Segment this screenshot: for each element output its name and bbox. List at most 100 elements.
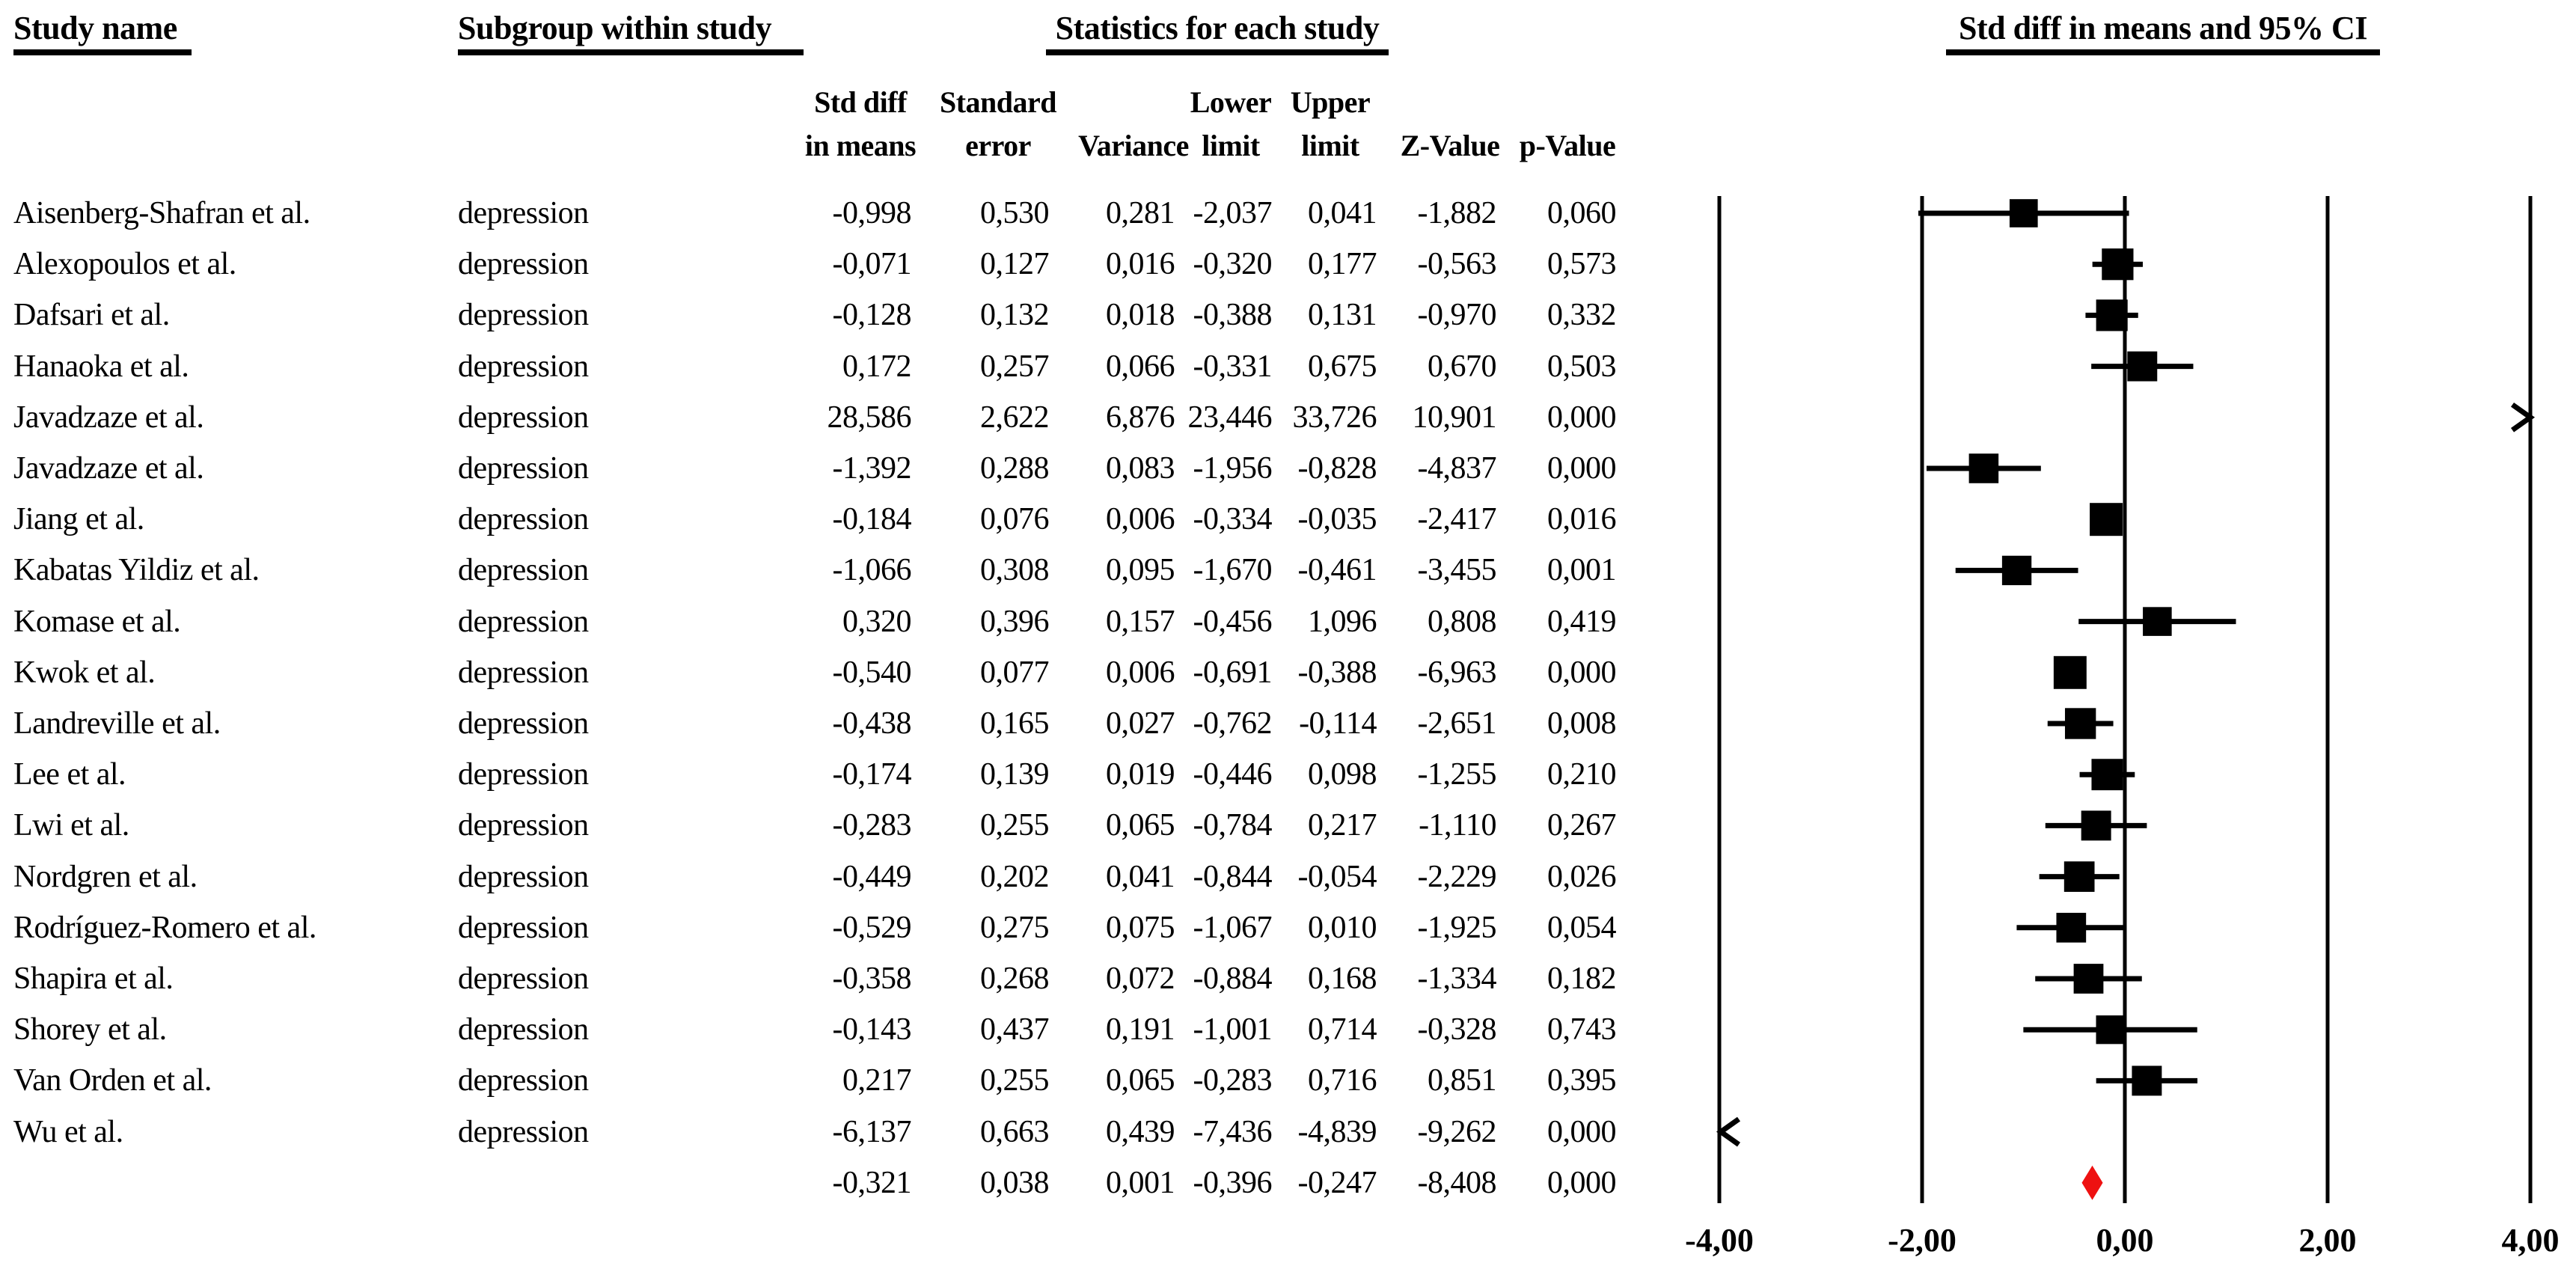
stat-value-cell: 0,077 (980, 655, 1050, 690)
stat-value-cell: -0,331 (1193, 349, 1273, 384)
stat-value-cell: 0,038 (980, 1165, 1050, 1200)
stat-value-cell: -0,184 (832, 502, 912, 537)
stat-value-cell: 0,018 (1106, 298, 1175, 333)
stat-value-cell: 0,267 (1547, 808, 1617, 843)
study-name-cell: Jiang et al. (13, 502, 144, 537)
stat-value-cell: 0,006 (1106, 502, 1175, 537)
stat-value-cell: 0,182 (1547, 961, 1617, 996)
stat-value-cell: 33,726 (1292, 400, 1377, 435)
column-header-study-name: Study name (13, 10, 177, 46)
stat-value-cell: -0,128 (832, 298, 912, 333)
stat-value-cell: 0,217 (842, 1063, 912, 1098)
stat-value-cell: -0,446 (1193, 757, 1273, 792)
mean-square (2009, 199, 2038, 227)
stat-subheader: p-Value (1440, 81, 1695, 168)
table-row: Javadzaze et al. depression -1,392 0,288 0,0… (0, 443, 1718, 494)
stat-value-cell: 0,000 (1547, 1165, 1617, 1200)
stat-value-cell: -0,388 (1193, 298, 1273, 333)
offscale-left-arrow-icon (1716, 1116, 1741, 1147)
axis-tick-label: 4,00 (2502, 1222, 2560, 1259)
study-name-cell: Aisenberg-Shafran et al. (13, 196, 310, 230)
study-name-cell: Javadzaze et al. (13, 400, 204, 435)
table-row: Aisenberg-Shafran et al. depression -0,998… (0, 188, 1718, 239)
study-name-cell: Javadzaze et al. (13, 451, 204, 486)
subgroup-cell: depression (458, 502, 589, 537)
stat-value-cell: -0,691 (1193, 655, 1273, 690)
stat-value-cell: -0,449 (832, 859, 912, 894)
study-name-cell: Shapira et al. (13, 961, 174, 996)
stat-subheader-line2: limit (1301, 129, 1359, 162)
stat-value-cell: 0,066 (1106, 349, 1175, 384)
study-name-cell: Wu et al. (13, 1114, 123, 1149)
stat-value-cell: -0,828 (1297, 451, 1377, 486)
stat-value-cell: -0,456 (1193, 604, 1273, 639)
study-name-cell: Nordgren et al. (13, 859, 198, 894)
stat-value-cell: -0,388 (1297, 655, 1377, 690)
stat-value-cell: -0,461 (1297, 553, 1377, 588)
mean-square (2096, 1015, 2125, 1045)
stat-value-cell: -0,114 (1299, 706, 1377, 741)
stat-value-cell: 0,168 (1308, 961, 1377, 996)
stat-value-cell: 10,901 (1412, 400, 1497, 435)
subgroup-cell: depression (458, 961, 589, 996)
table-row: Alexopoulos et al. depression -0,071 0,127 0… (0, 239, 1718, 290)
stat-value-cell: 0,065 (1106, 808, 1175, 843)
stat-value-cell: -0,884 (1193, 961, 1273, 996)
subgroup-cell: depression (458, 247, 589, 282)
stat-value-cell: -0,540 (832, 655, 912, 690)
stat-value-cell: 0,281 (1106, 196, 1175, 230)
stat-value-cell: -1,882 (1417, 196, 1497, 230)
stat-value-cell: 0,308 (980, 553, 1050, 588)
stat-value-cell: -0,358 (832, 961, 912, 996)
study-name-cell: Lee et al. (13, 757, 126, 792)
stat-value-cell: 0,714 (1308, 1012, 1377, 1048)
table-row: Lee et al. depression -0,174 0,139 0,019 -0,4… (0, 749, 1718, 800)
subgroup-underline (458, 49, 804, 55)
study-name-cell: Landreville et al. (13, 706, 221, 741)
table-row: Shorey et al. depression -0,143 0,437 0,191-… (0, 1004, 1718, 1055)
stat-value-cell: 0,041 (1308, 196, 1377, 230)
stat-value-cell: 0,716 (1308, 1063, 1377, 1098)
subgroup-cell: depression (458, 400, 589, 435)
stat-value-cell: 0,000 (1547, 1114, 1617, 1149)
stat-value-cell: 0,288 (980, 451, 1050, 486)
stat-subheader: Lower limit (1104, 81, 1358, 168)
stat-value-cell: 0,041 (1106, 859, 1175, 894)
stat-value-cell: 0,016 (1106, 247, 1175, 282)
stat-value-cell: 0,663 (980, 1114, 1050, 1149)
subgroup-cell: depression (458, 757, 589, 792)
stat-value-cell: 0,437 (980, 1012, 1050, 1048)
stat-value-cell: 0,675 (1308, 349, 1377, 384)
stat-subheader: Upper limit (1203, 81, 1457, 168)
mean-square (2096, 299, 2128, 331)
table-row: Van Orden et al. depression 0,217 0,255 0,06… (0, 1055, 1718, 1106)
stat-value-cell: 0,132 (980, 298, 1050, 333)
stat-value-cell: -0,396 (1193, 1165, 1273, 1200)
table-row: Wu et al. depression -6,137 0,663 0,439 -7,43… (0, 1107, 1718, 1158)
stat-value-cell: -1,956 (1193, 451, 1273, 486)
stat-subheader-line1: Standard (939, 85, 1057, 119)
stat-subheader-line1: Std diff (814, 85, 907, 119)
mean-square (2132, 1065, 2162, 1096)
stat-value-cell: 0,320 (842, 604, 912, 639)
stat-value-cell: 0,332 (1547, 298, 1617, 333)
stat-value-cell: 0,054 (1547, 910, 1617, 945)
subgroup-cell: depression (458, 1012, 589, 1048)
study-name-cell: Van Orden et al. (13, 1063, 212, 1098)
stat-value-cell: 0,439 (1106, 1114, 1175, 1149)
stat-value-cell: -2,417 (1417, 502, 1497, 537)
study-name-underline (13, 49, 192, 55)
stat-value-cell: -1,670 (1193, 553, 1273, 588)
stat-value-cell: 0,419 (1547, 604, 1617, 639)
stat-subheader-line2: Variance (1078, 129, 1189, 162)
stat-value-cell: 0,001 (1547, 553, 1617, 588)
study-name-cell: Shorey et al. (13, 1012, 167, 1048)
axis-tick-label: -2,00 (1888, 1222, 1957, 1259)
stat-value-cell: -0,328 (1417, 1012, 1497, 1048)
stat-subheader-line2: p-Value (1519, 129, 1616, 162)
study-name-cell: Alexopoulos et al. (13, 247, 236, 282)
study-name-cell: Komase et al. (13, 604, 181, 639)
stat-value-cell: -0,321 (832, 1165, 912, 1200)
stat-value-cell: 0,027 (1106, 706, 1175, 741)
stat-value-cell: -1,001 (1193, 1012, 1273, 1048)
